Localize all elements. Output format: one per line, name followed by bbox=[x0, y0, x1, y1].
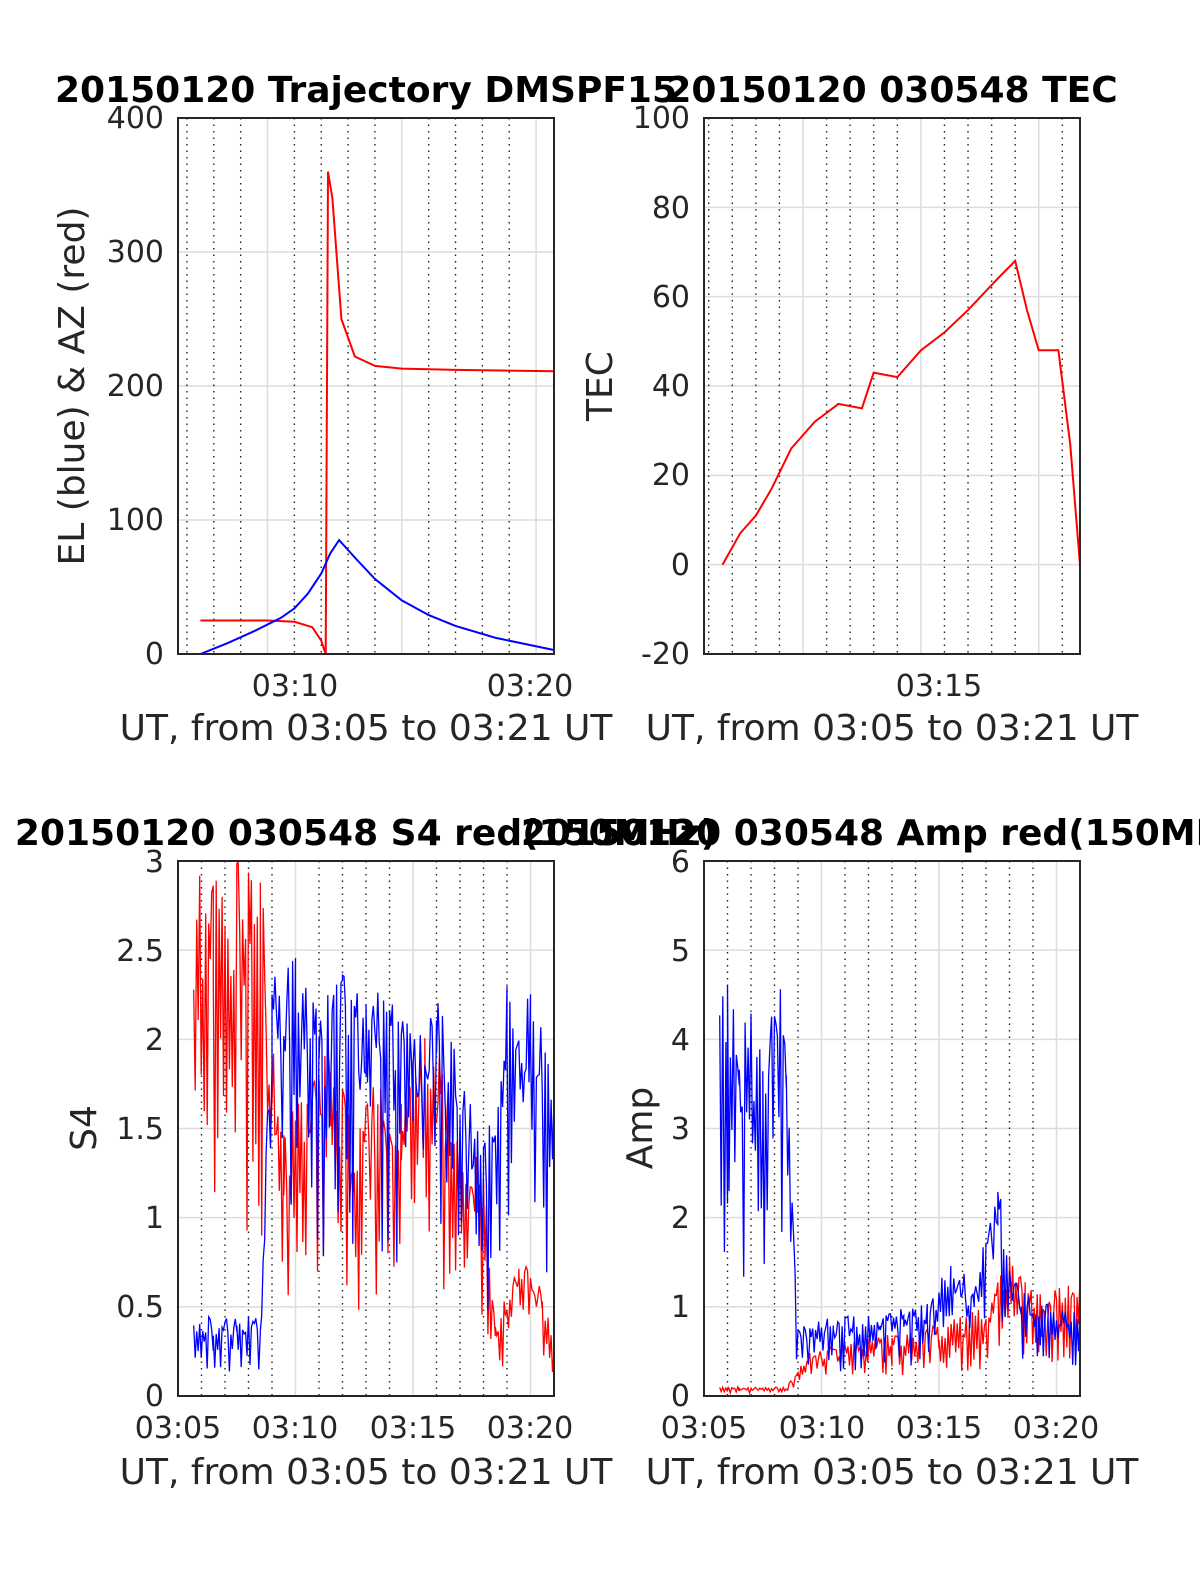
xtick-label: 03:20 bbox=[1013, 1411, 1099, 1446]
ytick-label: 0 bbox=[671, 1379, 690, 1414]
xtick-label: 03:05 bbox=[661, 1411, 747, 1446]
series-line-blue bbox=[719, 985, 1080, 1372]
series-line-blue bbox=[193, 958, 554, 1372]
chart-title: 20150120 Trajectory DMSPF15 bbox=[55, 70, 677, 111]
xtick-label: 03:10 bbox=[779, 1411, 865, 1446]
panel-tec: -20 0 20 40 60 80 100 03:15 UT, from 03:… bbox=[580, 70, 1139, 749]
y-axis-label: TEC bbox=[580, 351, 621, 422]
chart-title: 20150120 030548 Amp red(150MHz) bbox=[521, 813, 1200, 854]
x-axis-label: UT, from 03:05 to 03:21 UT bbox=[646, 708, 1140, 749]
ytick-label: 2.5 bbox=[116, 934, 164, 969]
xtick-label: 03:10 bbox=[252, 669, 338, 704]
x-axis-label: UT, from 03:05 to 03:21 UT bbox=[120, 1452, 614, 1493]
axes-box-amp bbox=[703, 860, 1081, 1397]
ytick-label: 100 bbox=[107, 503, 164, 538]
ytick-label: 0 bbox=[671, 548, 690, 583]
panel-trajectory: 0 100 200 300 400 03:10 03:20 UT, from 0… bbox=[52, 70, 677, 749]
ytick-label: 6 bbox=[671, 845, 690, 880]
ytick-label: 80 bbox=[652, 191, 690, 226]
ytick-label: 3 bbox=[671, 1112, 690, 1147]
ytick-label: 200 bbox=[107, 369, 164, 404]
series-line-blue bbox=[200, 538, 554, 654]
xtick-label: 03:15 bbox=[370, 1411, 456, 1446]
ytick-label: 100 bbox=[633, 101, 690, 136]
ytick-label: 300 bbox=[107, 235, 164, 270]
ytick-label: 1 bbox=[671, 1290, 690, 1325]
series-line-red bbox=[193, 861, 554, 1372]
ytick-label: 400 bbox=[107, 101, 164, 136]
ytick-label: 1 bbox=[145, 1201, 164, 1236]
ytick-label: 0 bbox=[145, 1379, 164, 1414]
x-axis-label: UT, from 03:05 to 03:21 UT bbox=[646, 1452, 1140, 1493]
ytick-label: 5 bbox=[671, 934, 690, 969]
plot-area-amp bbox=[703, 860, 1081, 1397]
ytick-label: 3 bbox=[145, 845, 164, 880]
x-axis-label: UT, from 03:05 to 03:21 UT bbox=[120, 708, 614, 749]
panel-amp: 0 1 2 3 4 5 6 03:05 03:10 03:15 03:20 UT… bbox=[521, 813, 1200, 1493]
ytick-label: 20 bbox=[652, 458, 690, 493]
plot-area-trajectory bbox=[177, 117, 555, 655]
ytick-label: 40 bbox=[652, 369, 690, 404]
chart-title: 20150120 030548 S4 red(150MHz) bbox=[15, 813, 717, 854]
ytick-label: 1.5 bbox=[116, 1112, 164, 1147]
series-line-red bbox=[200, 171, 554, 654]
axes-box-tec bbox=[703, 117, 1081, 655]
plot-area-tec bbox=[703, 117, 1081, 655]
axes-box-s4 bbox=[177, 860, 555, 1397]
xtick-label: 03:05 bbox=[135, 1411, 221, 1446]
axes-box-trajectory bbox=[177, 117, 555, 655]
ytick-label: 60 bbox=[652, 280, 690, 315]
ytick-label: 2 bbox=[145, 1023, 164, 1058]
series-line-red bbox=[721, 258, 1080, 566]
panel-s4: 0 0.5 1 1.5 2 2.5 3 03:05 03:10 03:15 03… bbox=[15, 813, 717, 1493]
ytick-label: 0 bbox=[145, 637, 164, 672]
ytick-label: -20 bbox=[641, 637, 690, 672]
y-axis-label: S4 bbox=[64, 1105, 105, 1151]
ytick-label: 0.5 bbox=[116, 1290, 164, 1325]
y-axis-label: Amp bbox=[620, 1087, 661, 1170]
chart-title: 20150120 030548 TEC bbox=[666, 70, 1117, 111]
y-axis-label: EL (blue) & AZ (red) bbox=[52, 207, 93, 566]
xtick-label: 03:15 bbox=[896, 1411, 982, 1446]
ytick-label: 4 bbox=[671, 1023, 690, 1058]
xtick-label: 03:10 bbox=[252, 1411, 338, 1446]
ytick-label: 2 bbox=[671, 1201, 690, 1236]
xtick-label: 03:20 bbox=[487, 1411, 573, 1446]
plot-area-s4 bbox=[177, 860, 555, 1397]
xtick-label: 03:15 bbox=[896, 669, 982, 704]
xtick-label: 03:20 bbox=[487, 669, 573, 704]
